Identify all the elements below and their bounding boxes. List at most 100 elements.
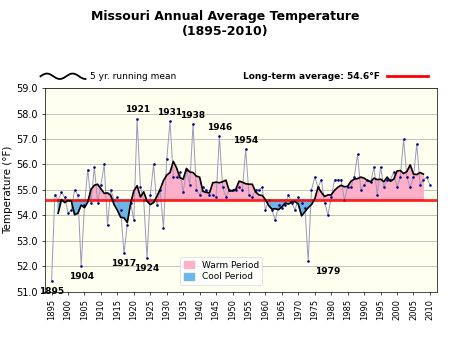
Point	[374, 192, 381, 198]
Point	[173, 175, 180, 180]
Point	[68, 207, 75, 213]
Point	[157, 187, 164, 193]
Point	[308, 187, 315, 193]
Point	[58, 190, 65, 195]
Point	[196, 192, 203, 198]
Point	[166, 119, 174, 124]
Text: Missouri Annual Average Temperature
(1895-2010): Missouri Annual Average Temperature (189…	[91, 10, 359, 38]
Point	[84, 167, 91, 172]
Point	[222, 195, 230, 200]
Point	[423, 175, 430, 180]
Text: 1954: 1954	[233, 136, 258, 145]
Point	[186, 182, 194, 187]
Point	[127, 200, 134, 205]
Point	[295, 195, 302, 200]
Text: 1979: 1979	[315, 266, 341, 276]
Point	[87, 200, 94, 205]
Point	[252, 187, 259, 193]
Point	[81, 202, 88, 208]
Point	[367, 180, 374, 185]
Point	[193, 187, 200, 193]
Point	[107, 187, 114, 193]
Point	[212, 195, 220, 200]
Point	[202, 187, 210, 193]
Point	[338, 177, 345, 182]
Point	[410, 175, 417, 180]
Text: 1904: 1904	[69, 272, 94, 281]
Point	[380, 185, 387, 190]
Point	[54, 197, 62, 203]
Point	[288, 200, 295, 205]
Point	[74, 192, 81, 198]
Point	[407, 185, 414, 190]
Point	[150, 162, 157, 167]
Point	[416, 182, 423, 187]
Point	[341, 197, 348, 203]
Point	[219, 185, 226, 190]
Point	[160, 225, 167, 231]
Point	[235, 185, 243, 190]
Point	[189, 121, 197, 126]
Point	[134, 116, 141, 121]
Point	[170, 175, 177, 180]
Point	[347, 185, 355, 190]
Point	[64, 210, 72, 216]
Point	[272, 218, 279, 223]
Point	[383, 177, 391, 182]
Point	[176, 170, 184, 175]
Point	[268, 207, 275, 213]
Point	[104, 223, 111, 228]
Point	[282, 202, 289, 208]
Point	[61, 195, 68, 200]
Point	[137, 185, 144, 190]
Point	[147, 192, 154, 198]
Point	[101, 162, 108, 167]
Point	[357, 187, 364, 193]
Point	[305, 258, 312, 264]
Text: 1924: 1924	[135, 264, 160, 273]
Point	[315, 185, 322, 190]
Point	[318, 177, 325, 182]
Point	[153, 202, 161, 208]
Point	[183, 167, 190, 172]
Point	[163, 157, 171, 162]
Point	[377, 164, 384, 170]
Point	[245, 192, 252, 198]
Text: 1931: 1931	[158, 108, 183, 117]
Point	[124, 223, 131, 228]
Point	[344, 185, 351, 190]
Point	[48, 279, 55, 284]
Point	[298, 200, 305, 205]
Text: 1917: 1917	[111, 259, 137, 268]
Legend: Warm Period, Cool Period: Warm Period, Cool Period	[180, 257, 262, 285]
Point	[328, 195, 335, 200]
Text: Long-term average: 54.6°F: Long-term average: 54.6°F	[243, 72, 380, 81]
Point	[255, 187, 262, 193]
Point	[199, 185, 207, 190]
Point	[400, 136, 407, 142]
Point	[180, 190, 187, 195]
Text: 5 yr. running mean: 5 yr. running mean	[90, 72, 176, 81]
Text: 1895: 1895	[39, 287, 64, 296]
Point	[140, 197, 147, 203]
Point	[390, 170, 397, 175]
Point	[91, 164, 98, 170]
Point	[351, 175, 358, 180]
Text: 1946: 1946	[207, 123, 232, 132]
Point	[130, 218, 137, 223]
Point	[216, 134, 223, 139]
Text: 1921: 1921	[125, 105, 150, 115]
Point	[324, 213, 332, 218]
Point	[209, 192, 216, 198]
Point	[77, 263, 85, 269]
Point	[397, 175, 404, 180]
Point	[111, 197, 118, 203]
Point	[275, 202, 282, 208]
Point	[387, 177, 394, 182]
Point	[360, 182, 368, 187]
Point	[370, 164, 378, 170]
Point	[334, 177, 342, 182]
Point	[51, 192, 59, 198]
Point	[71, 187, 78, 193]
Point	[292, 207, 299, 213]
